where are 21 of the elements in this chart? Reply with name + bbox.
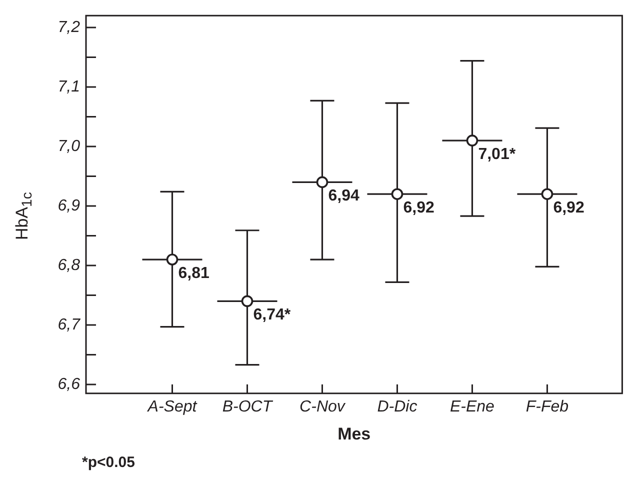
x-tick-label: C-Nov	[300, 398, 346, 416]
x-tick-label: D-Dic	[377, 398, 418, 416]
x-axis-title: Mes	[338, 424, 371, 444]
x-tick-label: A-Sept	[146, 398, 198, 416]
text: *p<0.05	[82, 454, 135, 471]
data-label: 6,74*	[253, 306, 292, 324]
data-label: 6,94	[328, 188, 360, 205]
data-label: 6,92	[403, 199, 434, 216]
y-tick-label: 6,7	[58, 316, 82, 334]
y-tick-label: 7,1	[58, 78, 80, 96]
x-tick-label: F-Feb	[526, 398, 569, 416]
x-tick-label: B-OCT	[222, 398, 274, 416]
y-tick-label: 6,6	[58, 376, 80, 393]
y-tick-label: 6,8	[58, 256, 80, 274]
x-tick-label: E-Ene	[450, 398, 495, 416]
data-label: 6,92	[553, 199, 584, 216]
y-tick-label: 6,9	[58, 197, 80, 214]
y-tick-label: 7,0	[58, 138, 80, 155]
y-tick-label: 7,2	[58, 18, 80, 36]
data-label: 6,81	[178, 264, 210, 282]
data-label: 7,01*	[478, 146, 516, 163]
